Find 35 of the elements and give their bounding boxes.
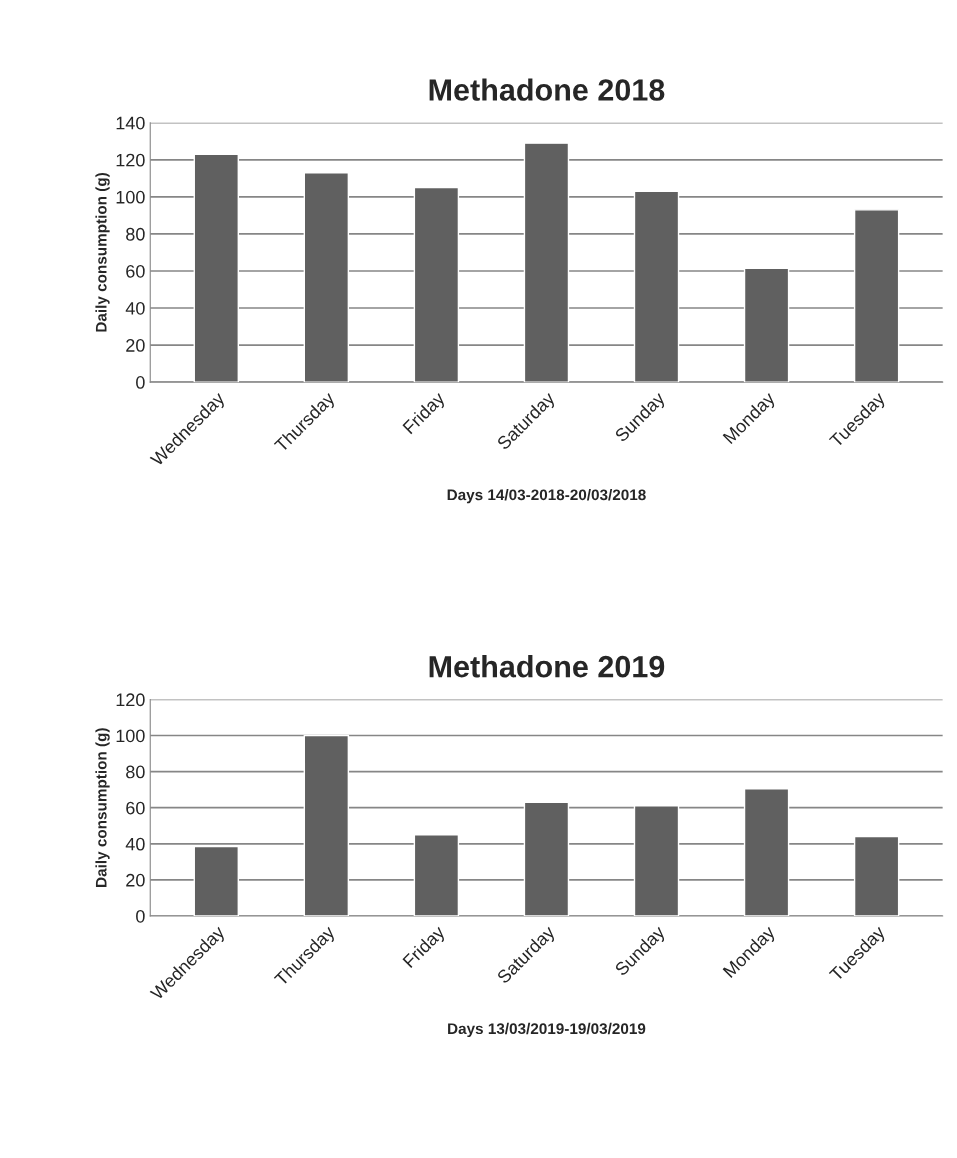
bar	[523, 801, 570, 916]
bar	[303, 734, 350, 916]
bar	[413, 834, 460, 916]
y-tick-label: 80	[126, 227, 145, 241]
y-tick-label: 140	[116, 116, 145, 130]
x-axis-title: Days 14/03-2018-20/03/2018	[447, 489, 646, 504]
bar	[413, 186, 460, 383]
bar	[743, 267, 790, 383]
bar	[193, 153, 239, 383]
y-tick-label: 60	[126, 264, 145, 278]
y-tick-label: 20	[126, 873, 145, 887]
chart-title: Methadone 2018	[429, 78, 665, 101]
y-tick-label: 100	[116, 729, 145, 743]
bar	[193, 845, 239, 916]
y-tick-label: 0	[136, 909, 145, 923]
y-tick-label: 60	[126, 801, 145, 815]
y-axis-title: Daily consumption (g)	[95, 172, 110, 332]
bar	[743, 788, 790, 916]
y-tick-label: 80	[126, 765, 145, 779]
bar	[303, 172, 350, 383]
y-tick-label: 120	[116, 153, 145, 167]
y-tick-label: 120	[116, 693, 145, 707]
y-tick-label: 40	[125, 301, 145, 315]
x-axis-title: Days 13/03/2019-19/03/2019	[448, 1022, 646, 1038]
chart-title: Methadone 2019	[429, 655, 665, 678]
y-tick-label: 20	[126, 339, 145, 352]
y-tick-label: 40	[125, 837, 145, 851]
bar	[853, 209, 900, 383]
bar	[633, 805, 680, 916]
bar	[633, 190, 680, 383]
bar	[853, 835, 900, 916]
y-tick-label: 100	[116, 190, 145, 204]
y-axis-title: Daily consumption (g)	[95, 728, 110, 887]
bar	[523, 142, 570, 383]
y-tick-label: 0	[136, 376, 145, 389]
